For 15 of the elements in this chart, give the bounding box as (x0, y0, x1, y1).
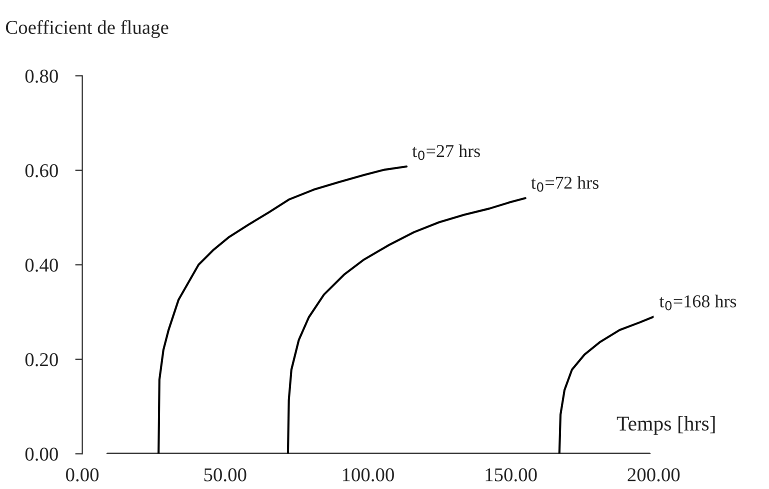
x-tick-label: 200.00 (628, 468, 680, 482)
y-tick-label: 0.40 (25, 258, 58, 272)
y-tick-label: 0.00 (25, 448, 58, 461)
x-axis-title: Temps [hrs] (616, 416, 715, 435)
x-tick-label: 0.00 (66, 468, 99, 482)
y-tick-label: 0.80 (25, 70, 58, 83)
y-axis-title: Coefficient de fluage (6, 20, 168, 38)
annotation: t$_{0}$=72 hrs (531, 176, 599, 192)
x-tick-label: 150.00 (486, 468, 537, 482)
y-tick-label: 0.60 (25, 164, 58, 178)
x-tick-label: 50.00 (204, 468, 246, 482)
annotation: t$_{0}$=27 hrs (412, 144, 480, 160)
annotation: t$_{0}$=168 hrs (659, 294, 736, 310)
y-tick-label: 0.20 (25, 353, 58, 366)
x-tick-label: 100.00 (342, 468, 394, 482)
